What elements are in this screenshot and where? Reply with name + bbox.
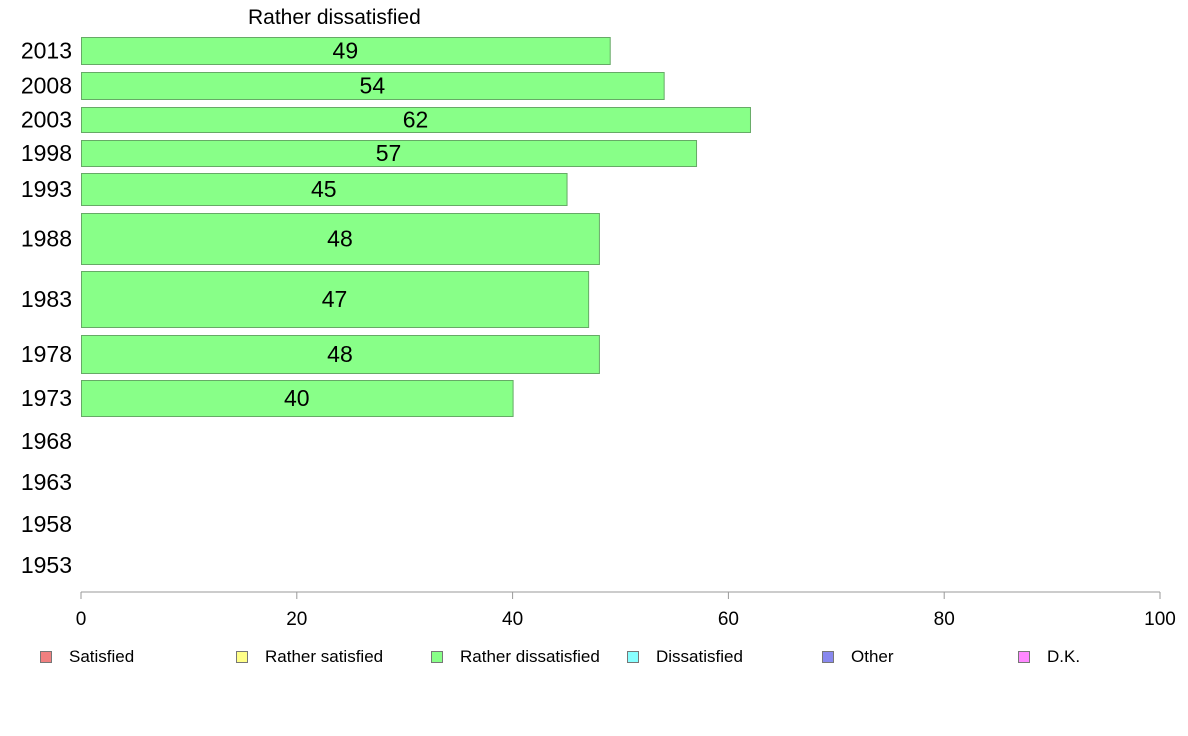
bar-value-label: 40 [284, 385, 310, 411]
y-tick-label: 1958 [21, 511, 72, 537]
y-tick-label: 2013 [21, 38, 72, 64]
y-tick-label: 1983 [21, 286, 72, 312]
x-tick-label: 60 [718, 609, 739, 630]
legend-label: Satisfied [69, 647, 135, 666]
legend-label: Dissatisfied [656, 647, 743, 666]
bar-2008 [81, 72, 665, 100]
bars-group [81, 37, 751, 417]
legend-swatch [40, 651, 52, 663]
legend-swatch [236, 651, 248, 663]
legend-label: D.K. [1047, 647, 1081, 666]
y-tick-label: 1993 [21, 176, 72, 202]
bar-value-label: 45 [311, 176, 337, 202]
x-tick-label: 20 [286, 609, 307, 630]
bar-2013 [81, 37, 611, 65]
bar-1988 [81, 213, 600, 265]
legend: Satisfied Rather satisfied Rather dissatis… [0, 646, 1188, 670]
bar-value-label: 57 [376, 140, 402, 166]
legend-item: Other [822, 646, 894, 668]
y-tick-labels-group: 2013 2008 2003 1998 1993 1988 1983 1978 1973 1968… [21, 38, 72, 579]
bar-1973 [81, 380, 514, 417]
legend-label: Rather satisfied [265, 647, 384, 666]
bar-value-label: 48 [327, 226, 353, 252]
legend-item: D.K. [1018, 646, 1080, 668]
y-tick-label: 1968 [21, 428, 72, 454]
legend-swatch [431, 651, 443, 663]
y-tick-label: 1978 [21, 341, 72, 367]
y-tick-label: 1963 [21, 469, 72, 495]
bar-2003 [81, 107, 751, 133]
legend-swatch [822, 651, 834, 663]
x-tick-label: 40 [502, 609, 523, 630]
legend-item: Satisfied [40, 646, 134, 668]
bar-1978 [81, 335, 600, 374]
chart-title: Rather dissatisfied [248, 6, 421, 29]
bar-value-label: 54 [360, 73, 386, 99]
y-tick-label: 1973 [21, 385, 72, 411]
legend-swatch [1018, 651, 1030, 663]
legend-swatch [627, 651, 639, 663]
bar-1993 [81, 173, 568, 206]
legend-item: Dissatisfied [627, 646, 743, 668]
bar-value-label: 47 [322, 286, 348, 312]
bar-value-label: 49 [333, 38, 359, 64]
y-tick-label: 1998 [21, 140, 72, 166]
legend-label: Rather dissatisfied [460, 647, 600, 666]
legend-label: Other [851, 647, 894, 666]
legend-item: Rather satisfied [236, 646, 383, 668]
bar-value-label: 62 [403, 107, 429, 133]
y-tick-label: 1988 [21, 226, 72, 252]
bar-1983 [81, 271, 590, 328]
y-tick-label: 2008 [21, 73, 72, 99]
y-tick-label: 1953 [21, 552, 72, 578]
bar-1998 [81, 140, 698, 167]
y-tick-label: 2003 [21, 107, 72, 133]
x-tick-label: 80 [934, 609, 955, 630]
x-tick-label: 100 [1144, 609, 1176, 630]
bar-value-label: 48 [327, 341, 353, 367]
x-tick-label: 0 [76, 609, 87, 630]
legend-item: Rather dissatisfied [431, 646, 600, 668]
x-axis: 0 20 40 60 80 100 [76, 591, 1176, 630]
